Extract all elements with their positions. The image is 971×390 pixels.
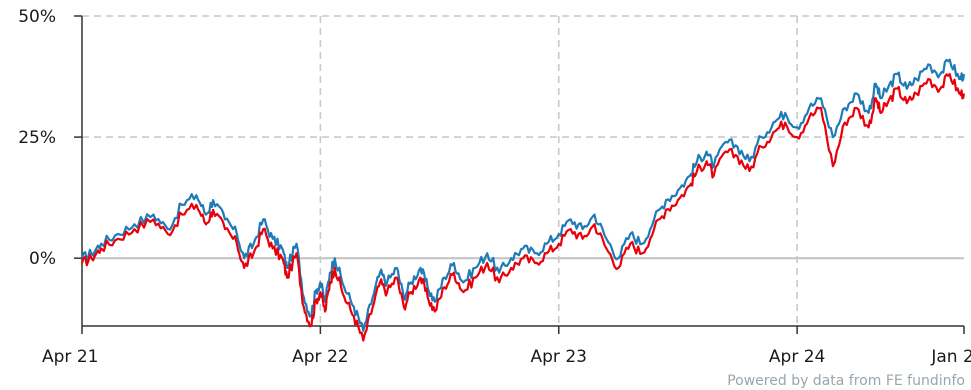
series-line-2 — [80, 73, 966, 342]
x-tick-label: Apr 24 — [769, 347, 825, 367]
y-axis: 50% 25% 0% — [18, 7, 83, 326]
series-layer — [80, 58, 966, 342]
y-tick-label: 50% — [18, 7, 56, 27]
grid-lines — [82, 15, 964, 326]
x-tick-label: Apr 21 — [42, 347, 98, 367]
x-tick-label: Jan 25 — [930, 347, 971, 367]
credit-text: Powered by data from FE fundinfo — [727, 373, 965, 389]
x-axis: Apr 21 Apr 22 Apr 23 Apr 24 Jan 25 — [42, 325, 971, 367]
y-tick-label: 25% — [18, 128, 56, 148]
y-tick-label: 0% — [29, 249, 56, 269]
series-line-1 — [80, 58, 966, 332]
x-tick-label: Apr 22 — [292, 347, 348, 367]
x-tick-label: Apr 23 — [531, 347, 587, 367]
